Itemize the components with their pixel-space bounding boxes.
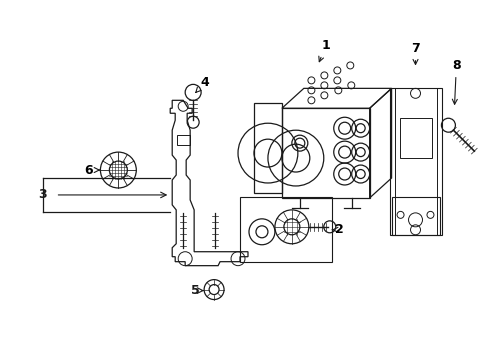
- Text: 5: 5: [190, 284, 199, 297]
- Bar: [389, 88, 442, 235]
- Text: 8: 8: [451, 59, 460, 104]
- Text: 6: 6: [84, 163, 99, 176]
- Text: 4: 4: [195, 76, 209, 93]
- Bar: [240, 197, 331, 262]
- Bar: [399, 118, 431, 158]
- Bar: [281, 108, 369, 198]
- Text: 3: 3: [38, 188, 47, 202]
- Bar: [391, 197, 440, 235]
- Text: 2: 2: [332, 223, 344, 236]
- Text: 7: 7: [410, 42, 419, 64]
- Text: 1: 1: [318, 39, 329, 62]
